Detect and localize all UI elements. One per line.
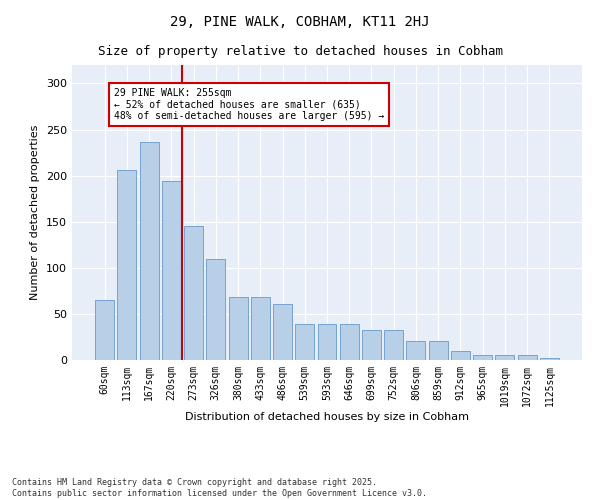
Bar (206, 258, 225, 360)
Bar (118, 170, 136, 360)
Bar (496, 356, 514, 360)
Bar (317, 324, 337, 360)
X-axis label: Distribution of detached houses by size in Cobham: Distribution of detached houses by size … (185, 412, 469, 422)
Bar (95, 300, 114, 360)
Bar (273, 304, 292, 360)
Bar (184, 226, 203, 360)
Bar (362, 330, 381, 360)
Text: Contains HM Land Registry data © Crown copyright and database right 2025.
Contai: Contains HM Land Registry data © Crown c… (12, 478, 427, 498)
Bar (229, 298, 248, 360)
Bar (140, 142, 158, 360)
Text: 29, PINE WALK, COBHAM, KT11 2HJ: 29, PINE WALK, COBHAM, KT11 2HJ (170, 15, 430, 29)
Bar (251, 298, 270, 360)
Bar (384, 330, 403, 360)
Text: Size of property relative to detached houses in Cobham: Size of property relative to detached ho… (97, 45, 503, 58)
Y-axis label: Number of detached properties: Number of detached properties (31, 125, 40, 300)
Bar (162, 181, 181, 360)
Bar (295, 324, 314, 360)
Bar (540, 358, 559, 360)
Bar (406, 340, 425, 360)
Text: 29 PINE WALK: 255sqm
← 52% of detached houses are smaller (635)
48% of semi-deta: 29 PINE WALK: 255sqm ← 52% of detached h… (113, 88, 384, 121)
Bar (518, 356, 536, 360)
Bar (473, 356, 492, 360)
Bar (429, 340, 448, 360)
Bar (451, 351, 470, 360)
Bar (340, 324, 359, 360)
